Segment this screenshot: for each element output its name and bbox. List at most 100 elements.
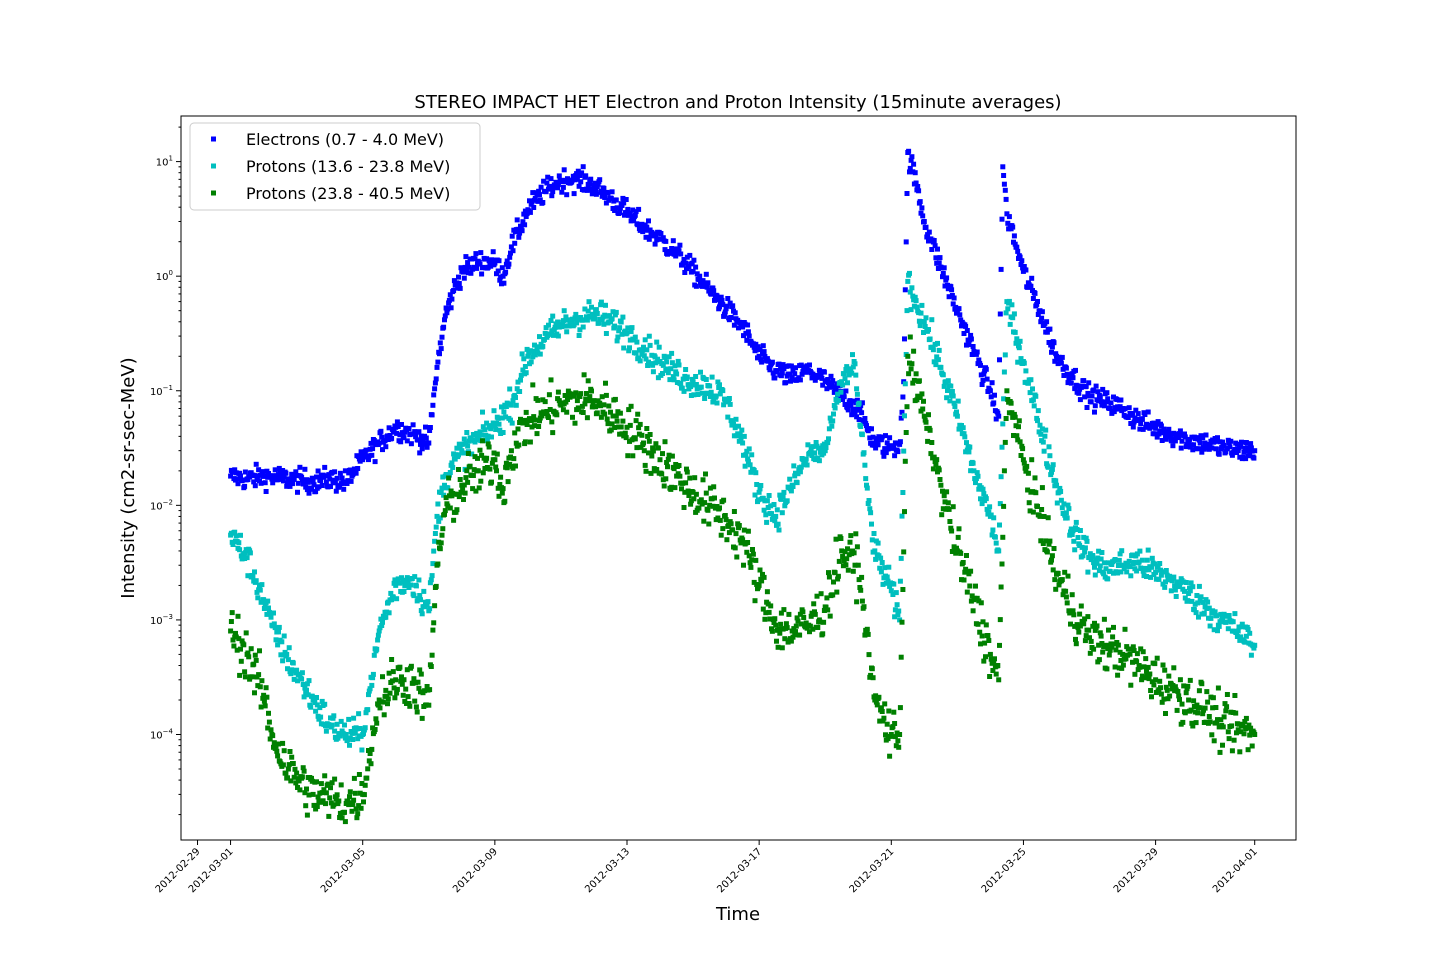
data-marker [419,715,425,721]
data-marker [1134,659,1140,665]
data-marker [490,249,496,255]
data-marker [439,334,445,340]
legend: Electrons (0.7 - 4.0 MeV)Protons (13.6 -… [189,122,481,211]
data-marker [412,698,418,704]
data-marker [770,515,776,521]
data-marker [706,383,712,389]
data-marker [589,186,594,192]
data-marker [1017,338,1023,344]
data-marker [1223,619,1229,625]
data-marker [1238,443,1244,449]
data-marker [772,518,778,524]
data-point [1020,457,1026,463]
data-marker [262,703,268,709]
data-marker [1030,296,1036,301]
data-marker [291,476,297,482]
data-marker [523,370,529,376]
data-marker [899,513,905,519]
data-marker [631,337,637,343]
data-marker [654,339,660,345]
data-marker [925,438,931,444]
data-marker [764,519,770,525]
data-point [905,278,911,284]
data-marker [1017,439,1023,445]
data-marker [1128,682,1134,688]
data-marker [907,165,913,171]
data-marker [361,730,366,736]
data-marker [384,693,390,699]
data-marker [499,404,504,410]
data-marker [934,457,940,463]
data-marker [1196,583,1202,589]
data-point [393,677,399,683]
data-marker [469,451,475,457]
data-marker [456,494,462,500]
data-marker [1221,714,1227,720]
data-marker [1036,512,1042,518]
data-marker [399,681,405,687]
data-marker [746,333,752,339]
data-marker [973,480,978,486]
data-marker [251,479,257,485]
data-marker [1126,558,1132,564]
data-marker [1131,648,1137,653]
data-marker [764,589,770,595]
data-marker [920,406,926,412]
data-marker [942,499,948,505]
data-marker [933,461,939,467]
data-marker [427,687,433,693]
data-marker [262,480,268,486]
data-marker [1119,665,1125,671]
data-marker [354,726,360,732]
data-marker [1118,658,1124,663]
data-marker [895,449,901,455]
data-marker [1073,519,1079,525]
data-marker [734,554,740,560]
data-marker [1049,553,1055,559]
data-marker [1128,421,1134,426]
data-marker [665,456,671,462]
data-marker [919,302,925,308]
data-marker [976,357,982,363]
data-marker [304,812,310,818]
data-marker [1171,430,1177,436]
data-marker [935,266,941,271]
data-marker [679,385,685,391]
data-marker [737,431,743,437]
data-marker [788,378,793,384]
data-marker [987,387,993,393]
data-marker [1049,349,1054,355]
data-marker [869,521,874,527]
y-tick-exponent: −1 [163,384,173,392]
data-marker [290,761,296,766]
data-marker [300,682,306,687]
data-marker [1036,309,1042,314]
data-marker [259,678,265,684]
data-marker [501,409,507,415]
data-marker [461,482,467,488]
data-marker [1000,534,1006,540]
data-marker [585,308,591,314]
data-marker [882,701,888,707]
data-marker [966,342,972,348]
data-marker [681,257,687,262]
data-marker [891,443,897,449]
data-marker [477,447,483,453]
data-marker [880,581,886,587]
data-marker [653,441,659,447]
data-marker [1126,405,1132,411]
legend-label: Electrons (0.7 - 4.0 MeV) [246,130,444,149]
data-marker [703,271,709,277]
data-marker [850,364,856,370]
data-marker [438,490,444,495]
data-marker [1206,605,1212,611]
data-marker [276,465,282,471]
data-marker [1053,351,1059,357]
data-marker [961,577,967,583]
data-marker [530,382,536,388]
data-point [839,548,845,554]
data-marker [431,548,437,554]
data-marker [464,430,470,435]
data-marker [366,692,371,698]
data-marker [503,269,509,275]
